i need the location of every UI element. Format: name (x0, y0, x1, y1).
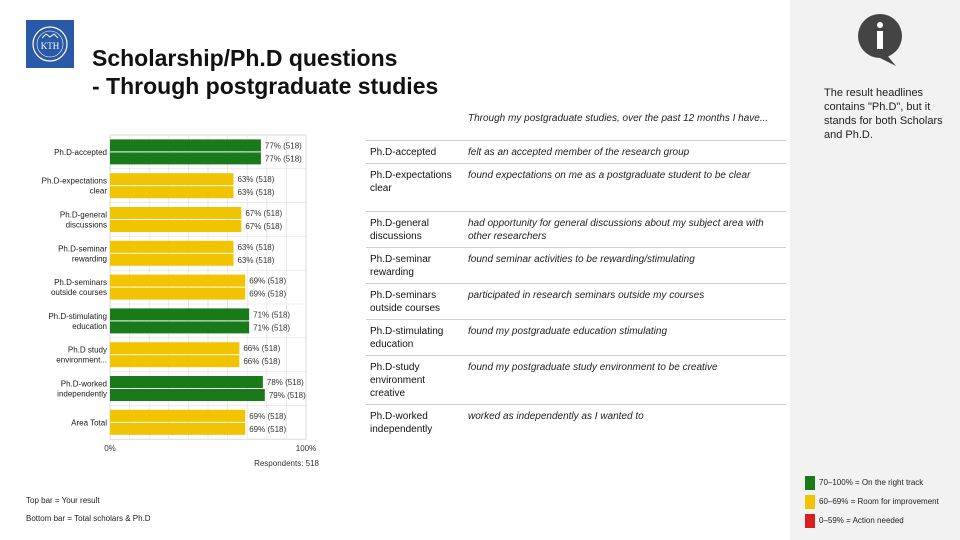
category-label: Ph.D-seminar (58, 244, 107, 253)
bar (110, 139, 261, 152)
category-label: Ph.D-stimulating (48, 312, 107, 321)
bar-value-label: 66% (518) (243, 357, 280, 366)
footer-top-bar-note: Top bar = Your result (26, 496, 100, 505)
respondents-label: Respondents: 518 (254, 459, 319, 468)
legend-label: 70–100% = On the right track (819, 478, 924, 487)
bar (110, 287, 246, 300)
x-tick-label: 0% (104, 444, 116, 453)
bar (110, 152, 261, 165)
bar-value-label: 77% (518) (265, 141, 302, 150)
category-label: environment... (56, 356, 107, 365)
side-note: The result headlines contains "Ph.D", bu… (824, 87, 943, 141)
question-category: Ph.D-general discussions (366, 211, 464, 248)
bar-value-label: 69% (518) (249, 277, 286, 286)
question-text: found seminar activities to be rewarding… (464, 247, 786, 284)
bar-value-label: 63% (518) (237, 256, 274, 265)
category-label: education (72, 322, 107, 331)
category-label: outside courses (51, 288, 107, 297)
legend-label: 60–69% = Room for improvement (819, 497, 939, 506)
question-text: felt as an accepted member of the resear… (464, 140, 786, 164)
bar (110, 409, 246, 422)
question-category: Ph.D-expectations clear (366, 163, 464, 212)
bar-value-label: 71% (518) (253, 323, 290, 332)
category-label: discussions (66, 221, 107, 230)
bar-value-label: 67% (518) (245, 209, 282, 218)
question-category: Ph.D-worked independently (366, 404, 464, 441)
question-text: participated in research seminars outsid… (464, 283, 786, 320)
question-row: Ph.D-study environment creative found my … (366, 355, 786, 405)
questions-intro: Through my postgraduate studies, over th… (468, 113, 769, 124)
question-text: worked as independently as I wanted to (464, 404, 786, 441)
bar (110, 207, 242, 219)
questions-table: Ph.D-accepted felt as an accepted member … (366, 140, 786, 441)
x-tick-label: 100% (296, 444, 316, 453)
question-row: Ph.D-stimulating education found my postg… (366, 319, 786, 356)
question-row: Ph.D-seminars outside courses participate… (366, 283, 786, 320)
category-label: independently (57, 390, 107, 399)
bar (110, 253, 234, 266)
bar-value-label: 69% (518) (249, 425, 286, 434)
side-panel (790, 0, 960, 540)
category-label: Ph.D-general (60, 211, 107, 220)
bar (110, 186, 234, 199)
question-row: Ph.D-general discussions had opportunity … (366, 211, 786, 248)
category-label: Ph.D-seminars (54, 278, 107, 287)
category-label: Ph.D-expectations (42, 177, 107, 186)
page-title: Scholarship/Ph.D questions - Through pos… (92, 44, 438, 100)
question-text: found my postgraduate study environment … (464, 355, 786, 405)
question-category: Ph.D-accepted (366, 140, 464, 164)
question-category: Ph.D-stimulating education (366, 319, 464, 356)
question-category: Ph.D-seminar rewarding (366, 247, 464, 284)
kth-logo-text: KTH (41, 41, 60, 51)
question-text: found my postgraduate education stimulat… (464, 319, 786, 356)
bar-value-label: 78% (518) (267, 378, 304, 387)
bar-value-label: 79% (518) (269, 391, 306, 400)
question-row: Ph.D-expectations clear found expectation… (366, 163, 786, 212)
bar-value-label: 77% (518) (265, 154, 302, 163)
legend-swatch (805, 476, 815, 490)
category-label: Ph.D study (68, 346, 107, 355)
legend-swatch (805, 514, 815, 528)
bar-value-label: 69% (518) (249, 290, 286, 299)
category-label: rewarding (72, 254, 107, 263)
bar (110, 240, 234, 253)
question-category: Ph.D-seminars outside courses (366, 283, 464, 320)
bar-value-label: 63% (518) (237, 243, 274, 252)
question-category: Ph.D-study environment creative (366, 355, 464, 405)
question-text: had opportunity for general discussions … (464, 211, 786, 248)
bar (110, 173, 234, 186)
page-title-line1: Scholarship/Ph.D questions (92, 45, 398, 71)
bar (110, 355, 240, 368)
bar (110, 308, 250, 321)
bar (110, 422, 246, 435)
question-row: Ph.D-seminar rewarding found seminar acti… (366, 247, 786, 284)
bar (110, 342, 240, 355)
bar-value-label: 66% (518) (243, 344, 280, 353)
results-chart: Ph.D-accepted 77% (518) 77% (518) Ph.D-expe… (30, 134, 330, 475)
bar (110, 389, 265, 401)
category-label: Ph.D-accepted (54, 148, 107, 157)
bar-value-label: 67% (518) (245, 222, 282, 231)
bar (110, 376, 263, 388)
bar-value-label: 63% (518) (237, 188, 274, 197)
kth-logo: KTH (26, 20, 74, 68)
category-label: Ph.D-worked (61, 380, 107, 389)
bar-value-label: 63% (518) (237, 175, 274, 184)
bar (110, 274, 246, 287)
category-label: clear (90, 187, 108, 196)
question-text: found expectations on me as a postgradua… (464, 163, 786, 212)
bar (110, 321, 250, 334)
legend-label: 0–59% = Action needed (819, 516, 904, 525)
footer-bottom-bar-note: Bottom bar = Total scholars & Ph.D (26, 514, 151, 523)
question-row: Ph.D-worked independently worked as indep… (366, 404, 786, 441)
page-title-line2: - Through postgraduate studies (92, 73, 439, 99)
bar-value-label: 71% (518) (253, 310, 290, 319)
question-row: Ph.D-accepted felt as an accepted member … (366, 140, 786, 164)
bar (110, 220, 242, 232)
bar-value-label: 69% (518) (249, 412, 286, 421)
category-label: Area Total (71, 418, 107, 427)
legend-swatch (805, 495, 815, 509)
info-icon (856, 12, 904, 68)
